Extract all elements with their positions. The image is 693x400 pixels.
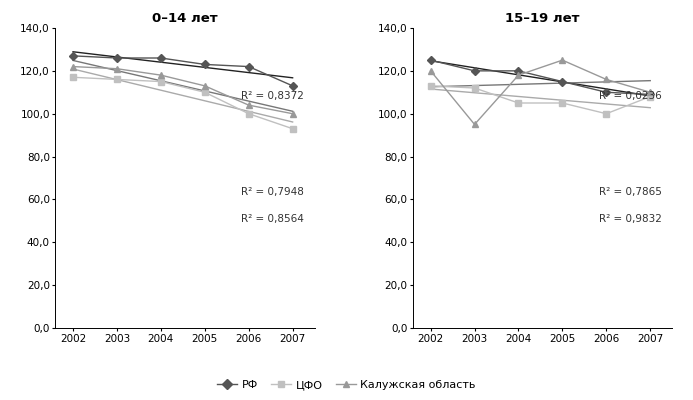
Text: R² = 0,7865: R² = 0,7865 — [599, 187, 662, 197]
Title: 0–14 лет: 0–14 лет — [152, 12, 218, 26]
Text: R² = 0,7948: R² = 0,7948 — [241, 187, 304, 197]
Title: 15–19 лет: 15–19 лет — [505, 12, 580, 26]
Text: R² = 0,9832: R² = 0,9832 — [599, 214, 662, 224]
Text: R² = 0,0236: R² = 0,0236 — [599, 91, 662, 101]
Text: R² = 0,8564: R² = 0,8564 — [241, 214, 304, 224]
Text: R² = 0,8372: R² = 0,8372 — [241, 91, 304, 101]
Legend: РФ, ЦФО, Калужская область: РФ, ЦФО, Калужская область — [213, 376, 480, 394]
